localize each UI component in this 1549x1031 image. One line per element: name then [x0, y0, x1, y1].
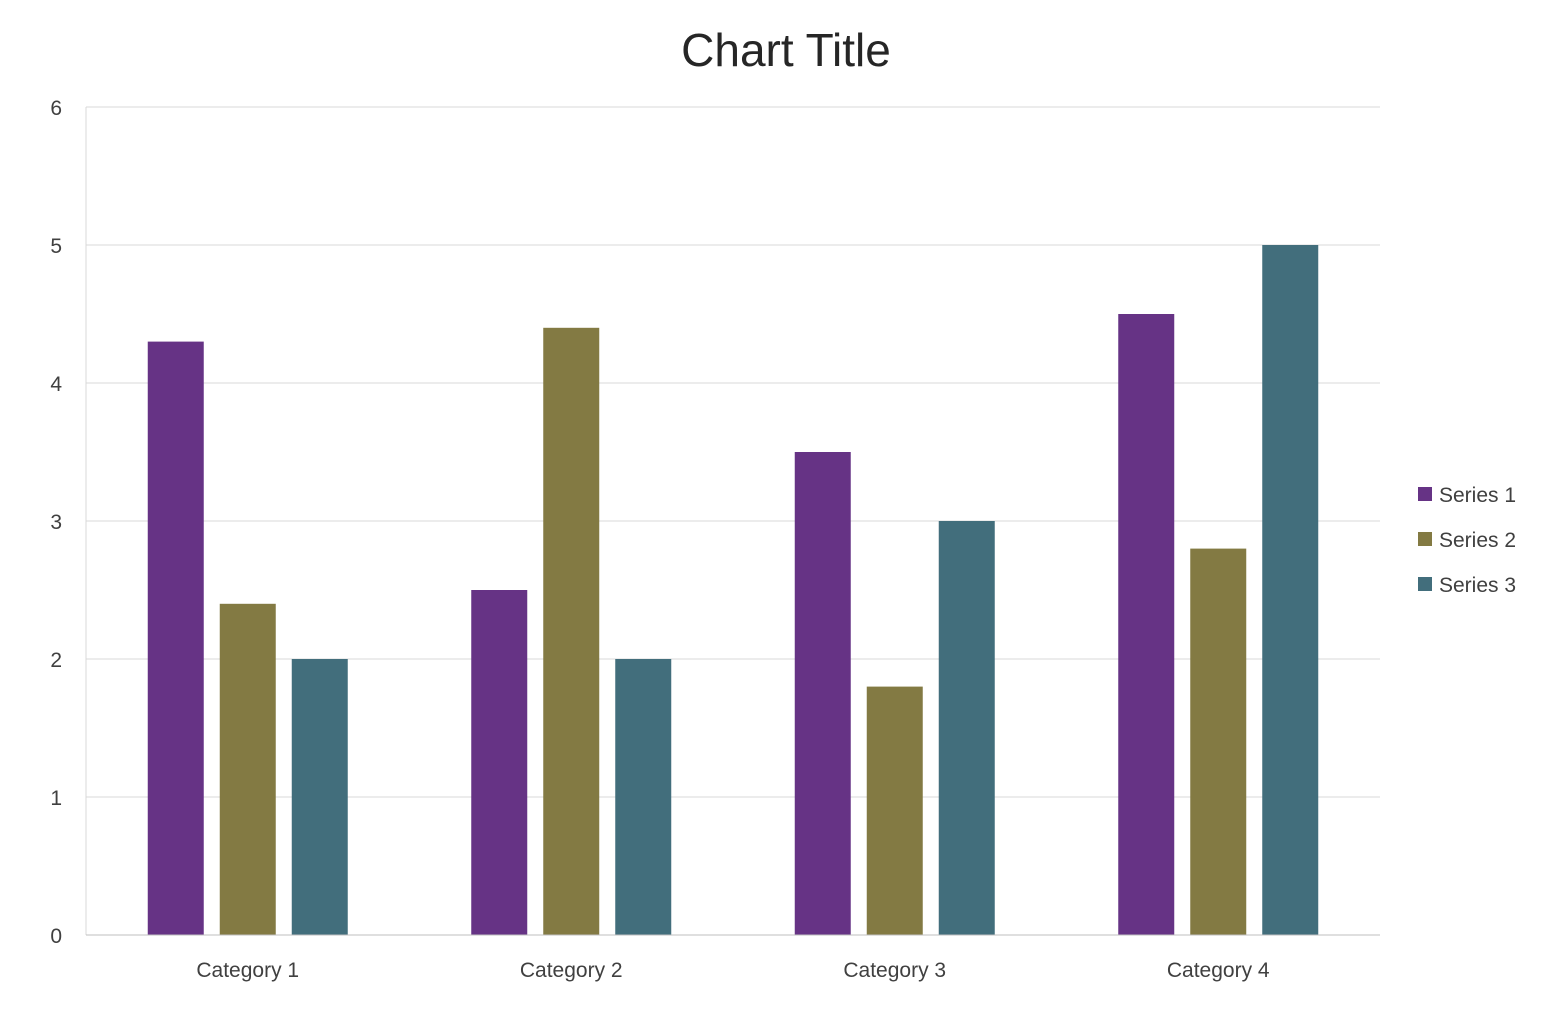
x-tick-label: Category 3	[843, 959, 946, 982]
legend-label: Series 3	[1439, 574, 1516, 597]
y-tick-label: 4	[50, 373, 62, 396]
bar-1-3	[291, 659, 348, 935]
y-tick-label: 5	[50, 235, 62, 258]
legend-swatch	[1418, 577, 1432, 591]
x-axis-tick-labels: Category 1 Category 2 Category 3 Category 4	[196, 959, 1270, 982]
bar-4-2	[1190, 548, 1247, 935]
x-tick-label: Category 4	[1167, 959, 1270, 982]
bars	[147, 245, 1319, 936]
legend-swatch	[1418, 532, 1432, 546]
x-tick-label: Category 1	[196, 959, 299, 982]
y-tick-label: 2	[50, 649, 62, 672]
bar-2-3	[615, 659, 672, 935]
bar-2-1	[471, 590, 528, 935]
chart-title: Chart Title	[681, 24, 891, 76]
y-tick-label: 3	[50, 511, 62, 534]
bar-4-1	[1118, 314, 1175, 935]
bar-2-2	[543, 327, 600, 935]
bar-1-2	[219, 603, 276, 935]
x-tick-label: Category 2	[520, 959, 623, 982]
y-tick-label: 6	[50, 97, 62, 120]
y-axis-tick-labels: 0 1 2 3 4 5 6	[50, 97, 62, 948]
y-tick-label: 0	[50, 925, 62, 948]
gridlines	[86, 106, 1380, 798]
legend-label: Series 1	[1439, 484, 1516, 507]
bar-4-3	[1262, 245, 1319, 935]
bar-3-1	[794, 452, 851, 935]
axes	[85, 107, 1380, 936]
y-tick-label: 1	[50, 787, 62, 810]
legend: Series 1 Series 2 Series 3	[1418, 484, 1516, 597]
bar-3-2	[866, 686, 923, 935]
legend-label: Series 2	[1439, 529, 1516, 552]
legend-swatch	[1418, 487, 1432, 501]
bar-3-3	[938, 521, 995, 935]
bar-1-1	[147, 341, 204, 936]
